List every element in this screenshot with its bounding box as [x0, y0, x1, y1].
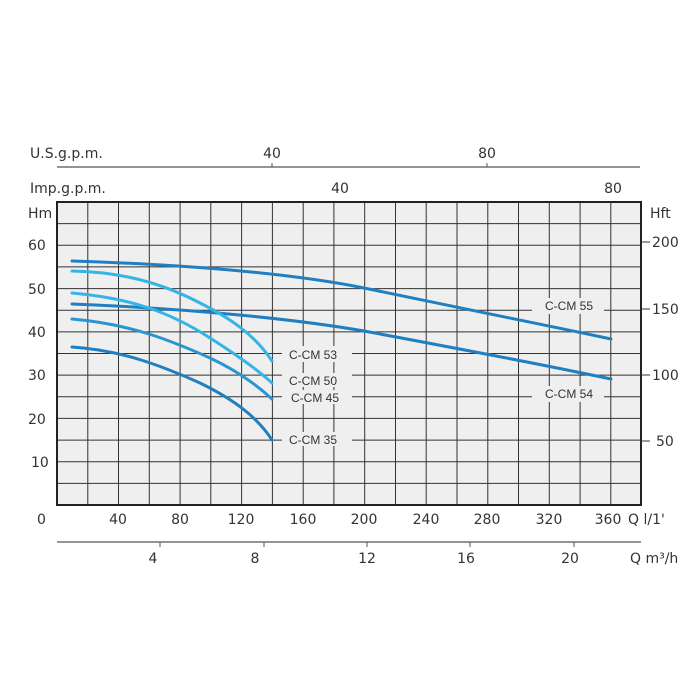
- bottom-tick: 360: [595, 512, 622, 528]
- series-label-c-cm-54: C-CM 54: [545, 387, 593, 401]
- curve-c-cm-50: [70, 291, 274, 385]
- right-tick: 50: [656, 434, 674, 450]
- us-gpm-tick: 80: [478, 146, 496, 162]
- bottom-tick: 80: [171, 512, 189, 528]
- curves: [70, 259, 613, 442]
- right-tick: 100: [652, 368, 679, 384]
- plot-frame: [56, 201, 642, 506]
- series-label-c-cm-35: C-CM 35: [289, 433, 337, 447]
- imp-gpm-tick: 40: [331, 181, 349, 197]
- bottom-tick: 240: [413, 512, 440, 528]
- curve-c-cm-55: [70, 259, 613, 341]
- curve-c-cm-35: [70, 345, 274, 442]
- curve-c-cm-53: [70, 269, 274, 363]
- bottom-tick: 200: [351, 512, 378, 528]
- m3h-tick: 4: [149, 551, 158, 567]
- series-label-c-cm-55: C-CM 55: [545, 299, 593, 313]
- bottom-tick: 280: [474, 512, 501, 528]
- bottom-tick: 160: [290, 512, 317, 528]
- left-tick: 30: [28, 368, 46, 384]
- right-tick: 200: [652, 235, 679, 251]
- left-tick: 60: [28, 238, 46, 254]
- series-label-c-cm-53: C-CM 53: [289, 348, 337, 362]
- bottom-tick: 120: [228, 512, 255, 528]
- m3h-tick: 20: [561, 551, 579, 567]
- us-gpm-tick: 40: [263, 146, 281, 162]
- curve-c-cm-45: [70, 317, 274, 401]
- m3h-tick: 8: [251, 551, 260, 567]
- series-label-c-cm-50: C-CM 50: [289, 374, 337, 388]
- bottom-axis-label: Q l/1': [628, 512, 665, 528]
- bottom-tick: 40: [109, 512, 127, 528]
- left-tick: 20: [28, 412, 46, 428]
- left-tick: 10: [31, 455, 49, 471]
- right-tick: 150: [652, 302, 679, 318]
- m3h-axis-label: Q m³/h: [630, 551, 678, 567]
- left-axis-label: Hm: [28, 206, 52, 222]
- left-tick: 0: [37, 512, 46, 528]
- right-axis-label: Hft: [650, 206, 671, 222]
- bottom-tick: 320: [536, 512, 563, 528]
- us-gpm-axis-label: U.S.g.p.m.: [30, 146, 103, 162]
- m3h-tick: 12: [358, 551, 376, 567]
- m3h-tick: 16: [457, 551, 475, 567]
- imp-gpm-tick: 80: [604, 181, 622, 197]
- left-tick: 40: [28, 325, 46, 341]
- left-tick: 50: [28, 282, 46, 298]
- label-backgrounds: [282, 298, 604, 446]
- curve-c-cm-54: [70, 302, 613, 381]
- series-label-c-cm-45: C-CM 45: [291, 391, 339, 405]
- imp-gpm-axis-label: Imp.g.p.m.: [30, 181, 106, 197]
